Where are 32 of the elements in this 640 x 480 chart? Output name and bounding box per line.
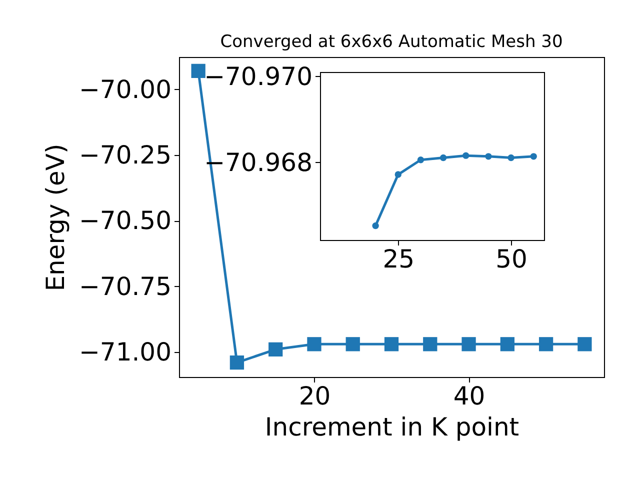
point [538,337,554,352]
y-tick-label: −71.00 [78,338,172,367]
point [508,154,514,162]
point [268,342,283,356]
x-tick-label: 25 [382,244,415,274]
y-axis-title: Energy (eV) [40,144,70,292]
point [462,337,476,352]
point [462,152,470,159]
chart-title: Converged at 6x6x6 Automatic Mesh 30 [220,32,563,52]
point [530,153,537,160]
point [394,171,402,178]
y-tick-label: −70.00 [78,74,172,104]
x-axis-title: Increment in K point [264,412,520,442]
point [191,64,206,78]
point [346,337,360,352]
x-tick-label: 50 [496,244,528,274]
y-tick-label: −70.50 [78,206,172,236]
x-tick-label: 20 [298,382,331,410]
point [372,222,379,230]
point [423,337,438,352]
y-tick-label: −70.970 [204,62,312,91]
point [500,337,514,352]
point [230,355,244,370]
y-tick-label: −70.75 [78,272,172,301]
point [578,337,592,352]
point [485,153,492,160]
x-tick-label: 40 [453,382,486,410]
point [417,156,424,164]
y-tick-label: −70.25 [78,140,172,170]
point [440,154,447,162]
point [384,337,399,352]
point [307,337,322,352]
